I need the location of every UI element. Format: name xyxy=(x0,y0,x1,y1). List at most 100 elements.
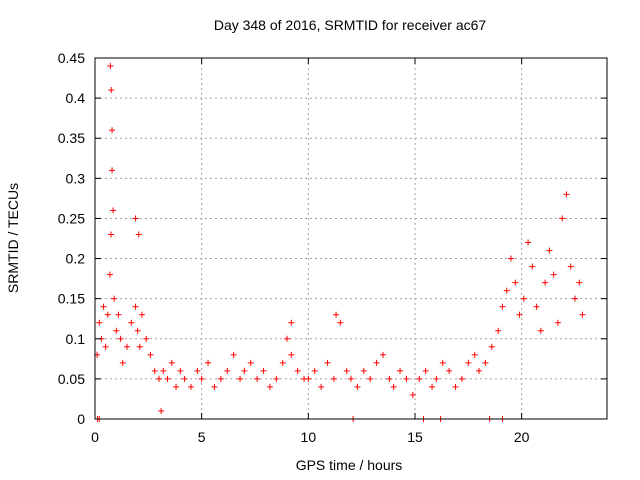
data-point xyxy=(476,367,482,374)
data-point xyxy=(115,311,122,318)
data-point xyxy=(471,351,478,358)
data-point xyxy=(458,375,465,382)
data-point xyxy=(559,215,566,222)
data-point xyxy=(503,287,510,294)
data-point xyxy=(205,359,212,366)
data-point xyxy=(409,391,416,398)
data-point xyxy=(113,327,120,334)
x-tick-label: 15 xyxy=(407,429,423,445)
data-point xyxy=(416,375,423,382)
data-point xyxy=(107,63,114,70)
data-point xyxy=(324,359,331,366)
data-point xyxy=(386,375,393,382)
data-point xyxy=(177,367,184,374)
data-point xyxy=(422,367,429,374)
data-point xyxy=(266,383,273,390)
y-tick-label: 0.3 xyxy=(66,170,86,186)
x-tick-label: 20 xyxy=(514,429,530,445)
data-point xyxy=(354,383,361,390)
data-point xyxy=(134,327,141,334)
data-point xyxy=(247,359,254,366)
data-point xyxy=(260,367,267,374)
data-point xyxy=(284,335,290,342)
data-point xyxy=(102,343,109,350)
data-point xyxy=(188,383,194,390)
data-point xyxy=(241,367,248,374)
x-tick-label: 5 xyxy=(198,429,206,445)
data-point xyxy=(576,279,583,286)
data-point xyxy=(533,303,540,310)
data-point xyxy=(465,359,472,366)
data-point xyxy=(136,343,143,350)
data-point xyxy=(156,375,162,382)
grid xyxy=(95,58,607,419)
data-point xyxy=(288,319,295,326)
data-point xyxy=(318,383,325,390)
data-point xyxy=(572,295,578,302)
data-point xyxy=(104,311,111,318)
data-point xyxy=(194,367,201,374)
data-point xyxy=(333,311,340,318)
data-point xyxy=(211,383,218,390)
data-point xyxy=(446,367,453,374)
data-point xyxy=(288,351,295,358)
data-point xyxy=(563,191,570,198)
data-point xyxy=(554,319,561,326)
axis-ticks: 0 0.05 0.1 0.15 0.2 0.25 0.3 0.35 0.4 0.45 0 5 10 15 2… xyxy=(58,50,607,445)
data-point xyxy=(273,375,280,382)
data-point xyxy=(151,367,158,374)
data-point xyxy=(230,351,237,358)
data-point xyxy=(138,311,145,318)
data-point xyxy=(124,343,130,350)
data-point xyxy=(160,367,167,374)
data-point xyxy=(198,375,205,382)
data-point xyxy=(529,263,536,270)
x-tick-label: 0 xyxy=(91,429,99,445)
data-point xyxy=(109,167,116,174)
data-point xyxy=(397,367,404,374)
y-tick-label: 0.25 xyxy=(58,210,85,226)
data-point xyxy=(512,279,519,286)
data-point xyxy=(108,231,114,238)
data-point xyxy=(337,319,344,326)
data-point xyxy=(147,351,154,358)
data-point xyxy=(579,311,586,318)
data-point xyxy=(542,279,549,286)
data-point xyxy=(367,375,374,382)
x-axis-label: GPS time / hours xyxy=(296,457,403,473)
data-point xyxy=(439,359,446,366)
y-axis-label: SRMTID / TECUs xyxy=(5,183,21,293)
data-point xyxy=(168,359,175,366)
data-point xyxy=(96,319,103,326)
data-point xyxy=(537,327,544,334)
data-point xyxy=(348,375,354,382)
data-point xyxy=(294,367,301,374)
data-point xyxy=(128,319,135,326)
y-tick-label: 0.05 xyxy=(58,371,85,387)
y-tick-label: 0.35 xyxy=(58,130,85,146)
data-point xyxy=(279,359,286,366)
data-point xyxy=(499,303,506,310)
data-point xyxy=(100,303,107,310)
data-point xyxy=(108,87,115,94)
data-point xyxy=(567,263,574,270)
data-point xyxy=(173,383,180,390)
data-point xyxy=(520,295,527,302)
y-tick-label: 0.2 xyxy=(66,251,86,267)
data-point xyxy=(143,335,150,342)
data-point xyxy=(546,247,553,254)
data-point xyxy=(390,383,397,390)
plot-frame xyxy=(94,57,608,420)
y-tick-label: 0.15 xyxy=(58,291,85,307)
data-point xyxy=(488,343,495,350)
data-point xyxy=(343,367,350,374)
data-point xyxy=(217,375,224,382)
y-tick-label: 0.45 xyxy=(58,50,85,66)
data-point xyxy=(158,407,165,414)
data-point xyxy=(330,375,337,382)
data-point xyxy=(164,375,171,382)
y-tick-label: 0.1 xyxy=(66,331,86,347)
data-point xyxy=(452,383,459,390)
data-point xyxy=(254,375,261,382)
data-point xyxy=(132,215,139,222)
